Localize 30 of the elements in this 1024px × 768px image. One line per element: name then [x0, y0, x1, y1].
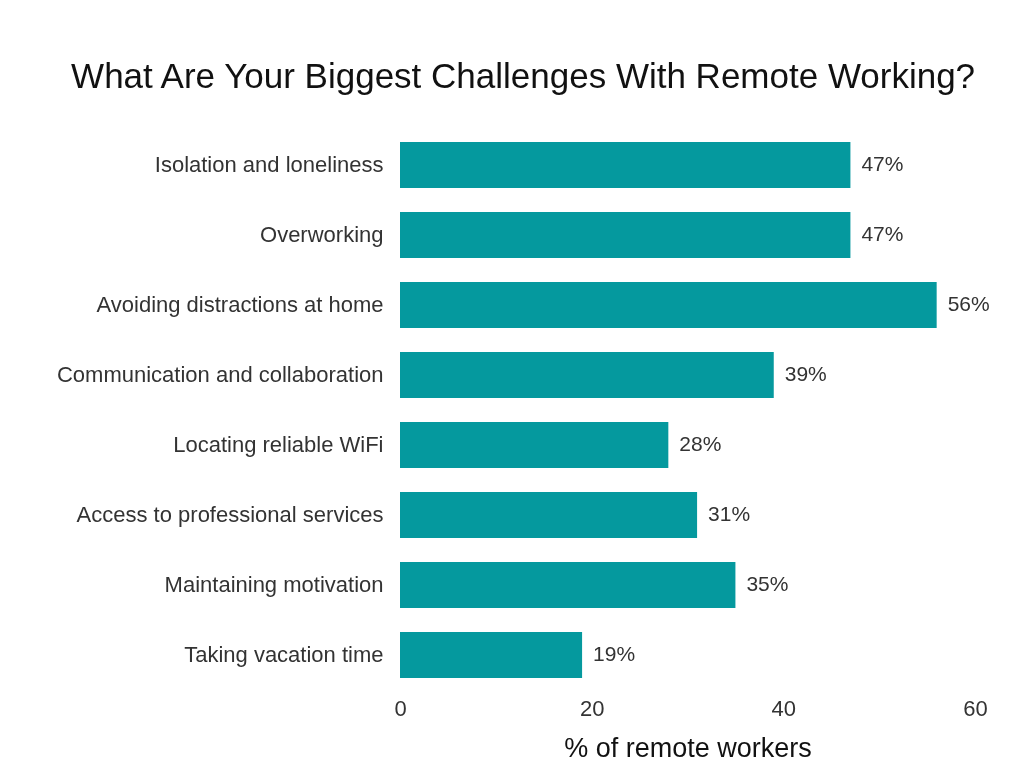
data-label: 35% — [746, 572, 789, 595]
bar — [400, 561, 736, 609]
data-label: 31% — [708, 502, 751, 525]
bar — [400, 631, 583, 679]
y-tick-label: Avoiding distractions at home — [96, 292, 384, 317]
chart-title: What Are Your Biggest Challenges With Remote Working? — [71, 56, 976, 95]
y-tick-label: Taking vacation time — [184, 642, 384, 667]
bar — [400, 141, 851, 189]
bar — [400, 351, 774, 399]
x-axis-title: % of remote workers — [564, 732, 812, 763]
bar — [400, 491, 698, 539]
data-label: 56% — [947, 292, 990, 315]
data-label: 39% — [784, 362, 827, 385]
bar — [400, 211, 851, 259]
y-tick-label: Overworking — [260, 222, 384, 247]
y-tick-label: Access to professional services — [76, 502, 384, 527]
data-label: 19% — [593, 642, 636, 665]
y-tick-label: Isolation and loneliness — [154, 152, 384, 177]
x-tick-label: 60 — [963, 695, 988, 721]
data-label: 47% — [861, 152, 904, 175]
data-label: 47% — [861, 222, 904, 245]
bar — [400, 281, 937, 329]
x-tick-label: 0 — [394, 695, 407, 721]
y-tick-label: Communication and collaboration — [56, 362, 384, 387]
data-label: 28% — [679, 432, 722, 455]
y-tick-label: Maintaining motivation — [164, 572, 384, 597]
x-tick-label: 20 — [579, 695, 605, 721]
y-tick-label: Locating reliable WiFi — [173, 432, 384, 457]
x-tick-label: 40 — [771, 695, 797, 721]
bar — [400, 421, 669, 469]
